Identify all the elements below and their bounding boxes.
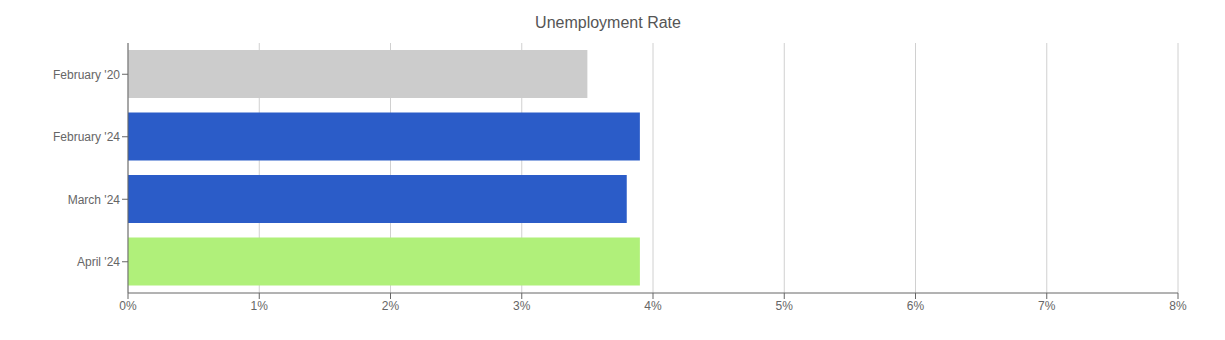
- html-text:Unemployment Rate: Unemployment Rate: [535, 14, 681, 31]
- svg-text:February '24: February '24: [53, 130, 120, 144]
- svg-text:3%: 3%: [513, 299, 531, 313]
- svg-text:2%: 2%: [382, 299, 400, 313]
- svg-text:1%: 1%: [251, 299, 269, 313]
- svg-text:April '24: April '24: [77, 255, 120, 269]
- svg-text:6%: 6%: [907, 299, 925, 313]
- svg-text:0%: 0%: [119, 299, 137, 313]
- svg-text:8%: 8%: [1169, 299, 1187, 313]
- svg-text:7%: 7%: [1038, 299, 1056, 313]
- svg-text:4%: 4%: [644, 299, 662, 313]
- svg-text:March '24: March '24: [68, 193, 121, 207]
- svg-text:5%: 5%: [776, 299, 794, 313]
- svg-text:February '20: February '20: [53, 68, 120, 82]
